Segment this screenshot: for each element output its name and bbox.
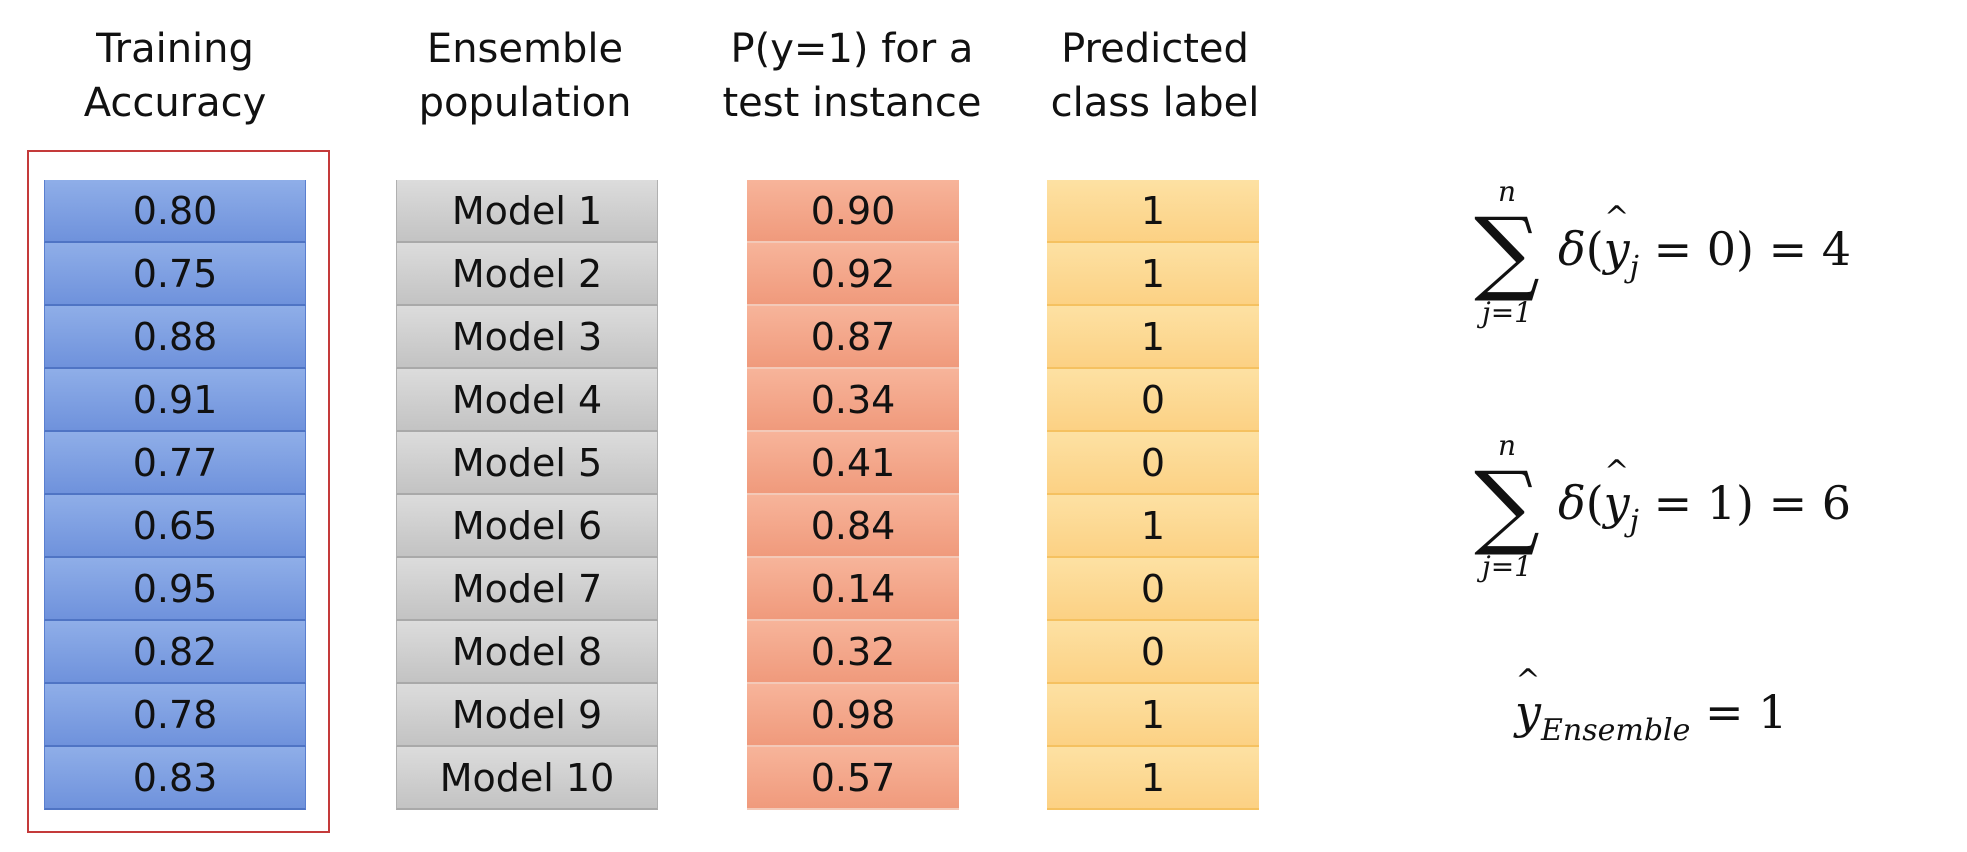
header-line: Training <box>96 26 254 72</box>
label-cell: 1 <box>1047 747 1259 810</box>
header-line: class label <box>1050 80 1260 126</box>
ensemble-subscript: Ensemble <box>1541 713 1691 748</box>
header-training-accuracy: Training Accuracy <box>70 22 280 130</box>
header-line: Ensemble <box>426 26 624 72</box>
header-probability: P(y=1) for a test instance <box>712 22 992 130</box>
model-cell: Model 8 <box>396 621 658 684</box>
label-cell: 0 <box>1047 369 1259 432</box>
label-cell: 1 <box>1047 180 1259 243</box>
header-line: test instance <box>722 80 982 126</box>
sum-expression: δ(yj = 1) = 6 <box>1558 476 1851 539</box>
header-ensemble-population: Ensemble population <box>405 22 645 130</box>
accuracy-cell: 0.88 <box>44 306 306 369</box>
formula-count-one: n ∑ j=1 δ(yj = 1) = 6 <box>1462 432 1851 582</box>
label-cell: 1 <box>1047 243 1259 306</box>
label-cell: 1 <box>1047 684 1259 747</box>
predicted-label-column: 1 1 1 0 0 1 0 0 1 1 <box>1047 180 1259 810</box>
probability-cell: 0.57 <box>747 747 959 810</box>
sum-lower-limit: j=1 <box>1482 296 1532 329</box>
probability-cell: 0.87 <box>747 306 959 369</box>
probability-cell: 0.90 <box>747 180 959 243</box>
class-value: 1 <box>1706 475 1737 530</box>
header-line: P(y=1) for a <box>730 26 974 72</box>
probability-cell: 0.84 <box>747 495 959 558</box>
header-line: Accuracy <box>83 80 267 126</box>
accuracy-cell: 0.77 <box>44 432 306 495</box>
accuracy-cell: 0.83 <box>44 747 306 810</box>
label-cell: 1 <box>1047 306 1259 369</box>
header-line: population <box>418 80 632 126</box>
model-cell: Model 9 <box>396 684 658 747</box>
formula-count-zero: n ∑ j=1 δ(yj = 0) = 4 <box>1462 178 1851 328</box>
accuracy-cell: 0.80 <box>44 180 306 243</box>
label-cell: 0 <box>1047 621 1259 684</box>
population-column: Model 1 Model 2 Model 3 Model 4 Model 5 … <box>396 180 658 810</box>
label-cell: 0 <box>1047 558 1259 621</box>
summation-sign: n ∑ j=1 <box>1462 432 1552 582</box>
model-cell: Model 2 <box>396 243 658 306</box>
probability-cell: 0.98 <box>747 684 959 747</box>
sum-upper-limit: n <box>1497 175 1517 208</box>
accuracy-cell: 0.75 <box>44 243 306 306</box>
model-cell: Model 6 <box>396 495 658 558</box>
model-cell: Model 4 <box>396 369 658 432</box>
accuracy-cell: 0.95 <box>44 558 306 621</box>
probability-cell: 0.32 <box>747 621 959 684</box>
model-cell: Model 3 <box>396 306 658 369</box>
accuracy-cell: 0.82 <box>44 621 306 684</box>
header-line: Predicted <box>1061 26 1249 72</box>
count-result: 4 <box>1821 221 1852 276</box>
sum-expression: δ(yj = 0) = 4 <box>1558 222 1851 285</box>
model-cell: Model 7 <box>396 558 658 621</box>
summation-sign: n ∑ j=1 <box>1462 178 1552 328</box>
probability-cell: 0.92 <box>747 243 959 306</box>
probability-column: 0.90 0.92 0.87 0.34 0.41 0.84 0.14 0.32 … <box>747 180 959 810</box>
model-cell: Model 5 <box>396 432 658 495</box>
sigma-icon: ∑ <box>1474 452 1540 559</box>
count-result: 6 <box>1821 475 1852 530</box>
class-value: 0 <box>1706 221 1737 276</box>
accuracy-cell: 0.78 <box>44 684 306 747</box>
sigma-icon: ∑ <box>1474 198 1540 305</box>
accuracy-column: 0.80 0.75 0.88 0.91 0.77 0.65 0.95 0.82 … <box>44 180 306 810</box>
header-predicted-label: Predicted class label <box>1035 22 1275 130</box>
accuracy-cell: 0.65 <box>44 495 306 558</box>
probability-cell: 0.41 <box>747 432 959 495</box>
formula-ensemble-result: yEnsemble = 1 <box>1515 685 1787 748</box>
model-cell: Model 1 <box>396 180 658 243</box>
ensemble-value: 1 <box>1758 685 1788 739</box>
probability-cell: 0.14 <box>747 558 959 621</box>
accuracy-cell: 0.91 <box>44 369 306 432</box>
label-cell: 0 <box>1047 432 1259 495</box>
model-cell: Model 10 <box>396 747 658 810</box>
label-cell: 1 <box>1047 495 1259 558</box>
sum-upper-limit: n <box>1497 429 1517 462</box>
accuracy-highlight-frame <box>27 150 330 833</box>
sum-lower-limit: j=1 <box>1482 550 1532 583</box>
probability-cell: 0.34 <box>747 369 959 432</box>
